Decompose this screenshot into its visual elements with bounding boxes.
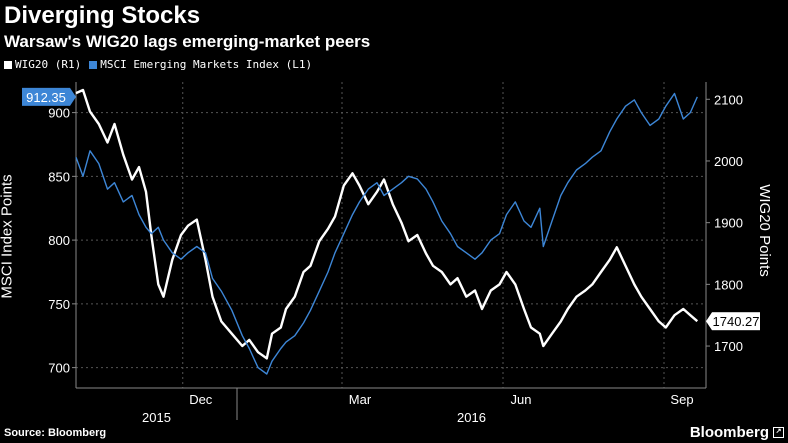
wig20-last-value-pointer [706,312,712,331]
bloomberg-terminal-icon: ↗ [773,427,784,438]
x-tick-label: Dec [189,392,213,407]
msci-last-value-pointer [70,87,76,106]
wig20-last-value-label: 1740.27 [713,314,760,329]
year-label: 2016 [457,410,486,425]
left-tick-label: 800 [48,233,70,248]
legend-swatch-wig20 [4,60,12,69]
source-note: Source: Bloomberg [4,427,107,439]
legend-label-wig20: WIG20 (R1) [15,58,82,71]
msci-last-value-label: 912.35 [26,90,66,105]
brand-logo: Bloomberg ↗ [690,424,784,441]
year-label: 2015 [142,410,171,425]
legend-item-msci: MSCI Emerging Markets Index (L1) [89,58,312,71]
legend: WIG20 (R1) MSCI Emerging Markets Index (… [4,58,312,71]
series-line-msci [75,92,698,375]
left-tick-label: 900 [48,106,70,121]
x-tick-label: Mar [349,392,372,407]
left-tick-label: 750 [48,297,70,312]
chart-subtitle: Warsaw's WIG20 lags emerging-market peer… [4,32,371,51]
chart-title: Diverging Stocks [4,2,201,29]
left-tick-label: 850 [48,169,70,184]
left-tick-label: 700 [48,361,70,376]
brand-name: Bloomberg [689,424,769,441]
right-tick-label: 1700 [714,339,743,354]
x-tick-label: Sep [670,392,693,407]
legend-label-msci: MSCI Emerging Markets Index (L1) [100,58,313,71]
x-tick-label: Jun [511,392,532,407]
right-tick-label: 2100 [714,92,743,107]
msci-last-value-box [22,87,70,106]
right-tick-label: 2000 [714,154,743,169]
wig20-last-value-box [712,312,760,331]
right-tick-label: 1900 [714,216,743,231]
series-line-wig20 [75,88,699,360]
right-tick-label: 1800 [714,277,743,292]
legend-item-wig20: WIG20 (R1) [4,58,81,71]
legend-swatch-msci [89,60,98,69]
